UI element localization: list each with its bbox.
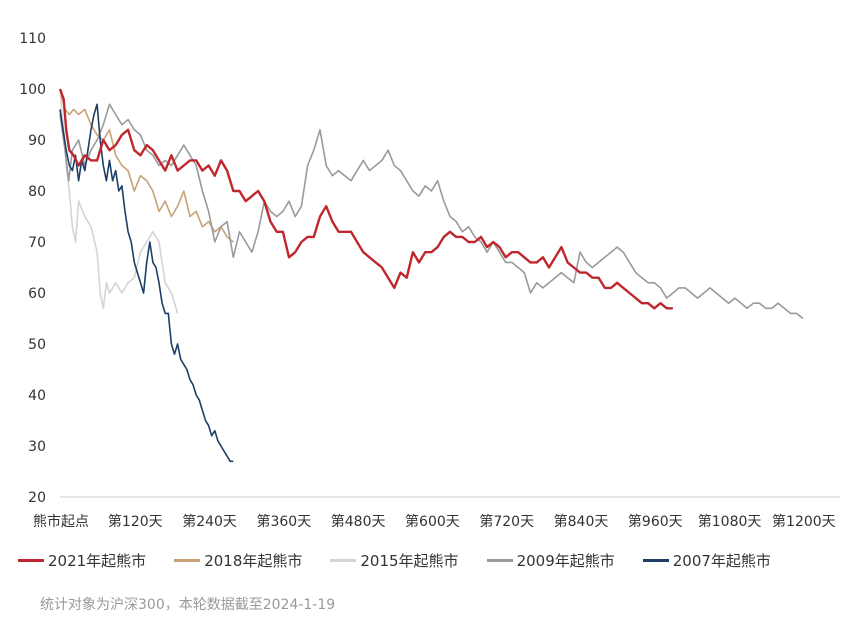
x-tick-label: 第720天 xyxy=(479,513,534,530)
y-tick-label: 50 xyxy=(28,337,46,353)
y-axis-ticks: 110 100 90 80 70 60 50 40 30 20 xyxy=(19,31,46,506)
legend-swatch-2007 xyxy=(642,559,669,562)
series-line-2009年起熊市 xyxy=(59,103,804,320)
legend-swatch-2021 xyxy=(18,559,44,562)
legend-item-2018: 2018年起熊市 xyxy=(174,550,302,571)
legend-item-2021: 2021年起熊市 xyxy=(18,550,146,571)
x-axis-ticks: 熊市起点 第120天 第240天 第360天 第480天 第600天 第720天 第840天 第… xyxy=(33,513,836,530)
legend-item-2007: 2007年起熊市 xyxy=(642,550,771,571)
legend-swatch-2009 xyxy=(486,559,513,562)
y-tick-label: 90 xyxy=(28,133,46,149)
x-tick-label: 第1080天 xyxy=(698,513,762,530)
series-line-2015年起熊市 xyxy=(59,88,179,314)
y-tick-label: 60 xyxy=(28,286,46,302)
legend-label-2015: 2015年起熊市 xyxy=(360,552,459,570)
series-line-2021年起熊市 xyxy=(58,88,673,310)
x-tick-label: 第240天 xyxy=(182,513,237,530)
series-line-2018年起熊市 xyxy=(59,88,234,243)
y-tick-label: 30 xyxy=(28,439,46,455)
x-tick-label: 第1200天 xyxy=(772,513,836,530)
legend-label-2007: 2007年起熊市 xyxy=(672,552,771,570)
y-tick-label: 20 xyxy=(28,490,46,506)
legend-swatch-2018 xyxy=(174,559,201,562)
x-tick-label: 第480天 xyxy=(331,513,386,530)
x-tick-label: 第960天 xyxy=(628,513,683,530)
x-tick-label: 第600天 xyxy=(405,513,460,530)
legend-label-2021: 2021年起熊市 xyxy=(48,552,147,570)
y-tick-label: 80 xyxy=(28,184,46,200)
legend-item-2015: 2015年起熊市 xyxy=(330,550,459,571)
x-tick-label: 熊市起点 xyxy=(33,513,89,530)
footnote: 统计对象为沪深300，本轮数据截至2024-1-19 xyxy=(40,597,336,613)
series-line-2007年起熊市 xyxy=(59,103,234,463)
legend-item-2009: 2009年起熊市 xyxy=(486,550,615,571)
y-tick-label: 40 xyxy=(28,388,46,404)
legend-label-2018: 2018年起熊市 xyxy=(204,552,303,570)
legend: 2021年起熊市 2018年起熊市 2015年起熊市 2009年起熊市 2007… xyxy=(18,550,799,571)
y-tick-label: 100 xyxy=(19,82,46,98)
y-tick-label: 110 xyxy=(19,31,46,47)
series-lines xyxy=(58,88,804,463)
legend-swatch-2015 xyxy=(330,559,357,562)
x-tick-label: 第360天 xyxy=(256,513,311,530)
x-tick-label: 第120天 xyxy=(108,513,163,530)
x-tick-label: 第840天 xyxy=(554,513,609,530)
legend-label-2009: 2009年起熊市 xyxy=(516,552,615,570)
y-tick-label: 70 xyxy=(28,235,46,251)
